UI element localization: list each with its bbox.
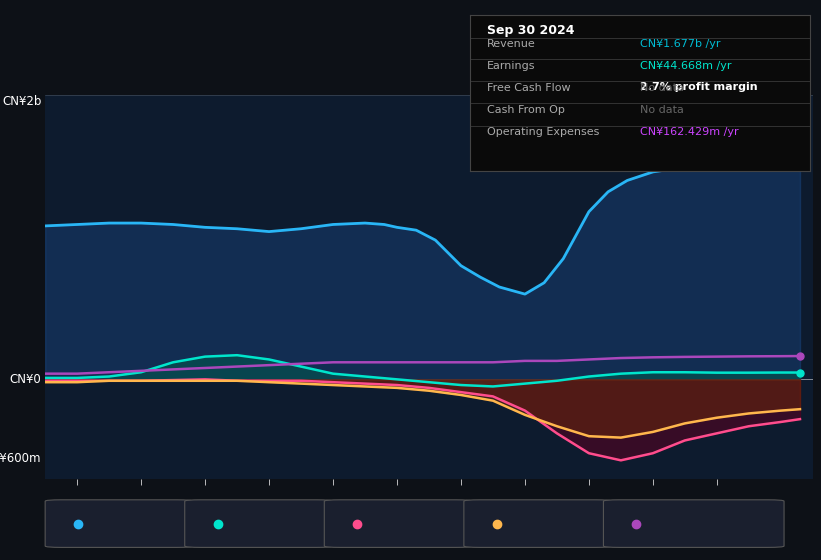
Text: No data: No data bbox=[640, 105, 684, 115]
FancyBboxPatch shape bbox=[324, 500, 472, 548]
FancyBboxPatch shape bbox=[45, 500, 193, 548]
FancyBboxPatch shape bbox=[603, 500, 784, 548]
Text: CN¥162.429m /yr: CN¥162.429m /yr bbox=[640, 127, 739, 137]
Text: Cash From Op: Cash From Op bbox=[487, 105, 565, 115]
Text: CN¥0: CN¥0 bbox=[10, 373, 41, 386]
FancyBboxPatch shape bbox=[185, 500, 333, 548]
Text: Earnings: Earnings bbox=[487, 61, 535, 71]
Text: Operating Expenses: Operating Expenses bbox=[487, 127, 599, 137]
Text: CN¥44.668m /yr: CN¥44.668m /yr bbox=[640, 61, 732, 71]
Text: Sep 30 2024: Sep 30 2024 bbox=[487, 24, 574, 37]
Text: Free Cash Flow: Free Cash Flow bbox=[378, 517, 466, 530]
Text: No data: No data bbox=[640, 83, 684, 93]
Text: Revenue: Revenue bbox=[487, 39, 535, 49]
Text: Earnings: Earnings bbox=[238, 517, 290, 530]
FancyBboxPatch shape bbox=[464, 500, 612, 548]
Text: CN¥2b: CN¥2b bbox=[2, 95, 41, 108]
Text: -CN¥600m: -CN¥600m bbox=[0, 451, 41, 465]
Text: Free Cash Flow: Free Cash Flow bbox=[487, 83, 571, 93]
Text: 2.7% profit margin: 2.7% profit margin bbox=[640, 82, 758, 92]
Text: Operating Expenses: Operating Expenses bbox=[657, 517, 776, 530]
Text: CN¥1.677b /yr: CN¥1.677b /yr bbox=[640, 39, 721, 49]
Text: Revenue: Revenue bbox=[99, 517, 150, 530]
Text: Cash From Op: Cash From Op bbox=[517, 517, 599, 530]
